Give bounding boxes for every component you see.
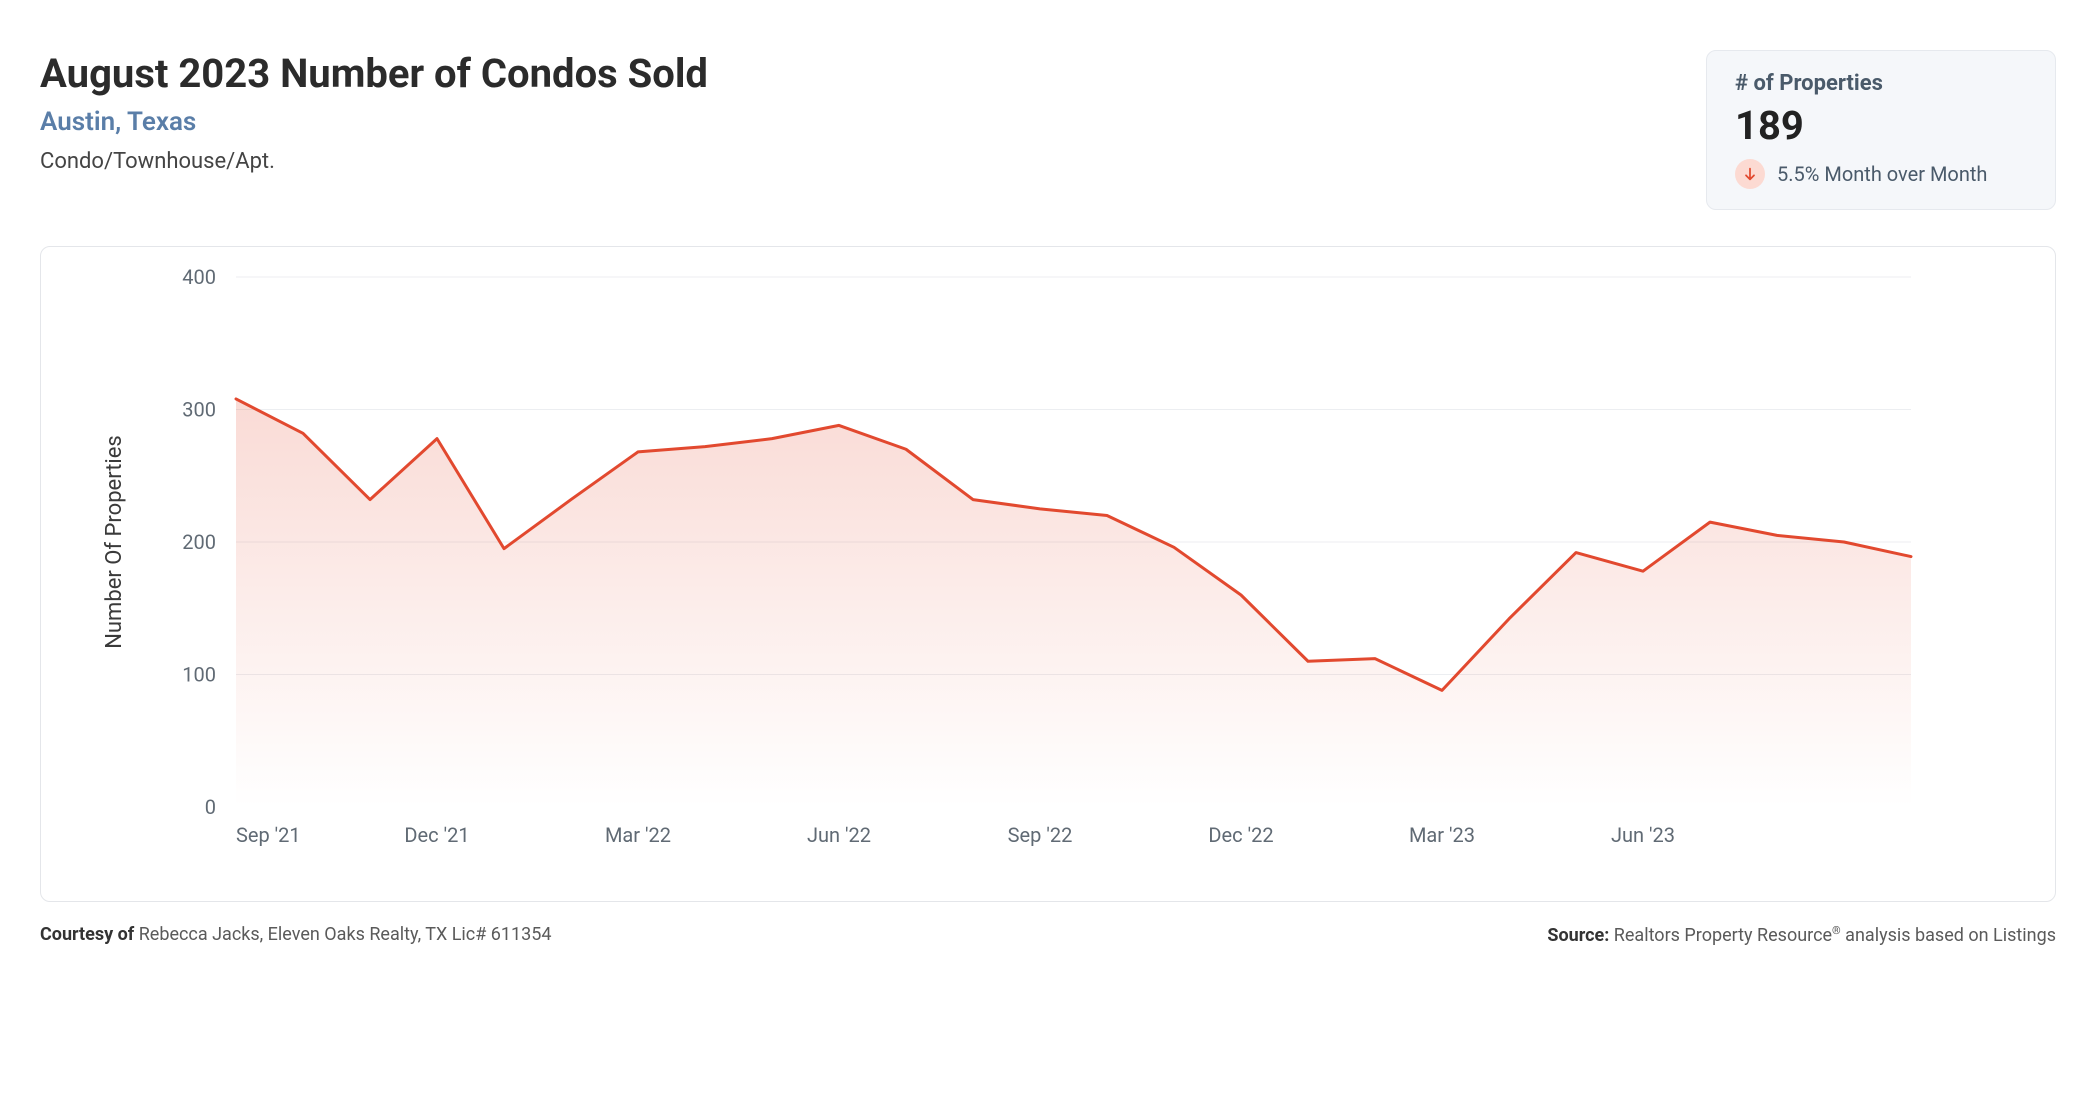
location-subtitle: Austin, Texas (40, 107, 708, 137)
registered-symbol: ® (1832, 924, 1841, 937)
stat-label: # of Properties (1735, 71, 2027, 96)
stat-card: # of Properties 189 5.5% Month over Mont… (1706, 50, 2056, 210)
svg-text:100: 100 (182, 663, 216, 687)
source-label: Source: (1547, 925, 1613, 946)
footer-row: Courtesy of Rebecca Jacks, Eleven Oaks R… (40, 924, 2056, 946)
y-axis-label: Number Of Properties (102, 435, 127, 649)
svg-text:Sep '21: Sep '21 (236, 823, 301, 847)
arrow-down-icon (1735, 159, 1765, 189)
svg-text:Jun '23: Jun '23 (1611, 823, 1675, 847)
source-value-a: Realtors Property Resource (1614, 925, 1832, 946)
svg-text:200: 200 (182, 530, 216, 554)
svg-text:Jun '22: Jun '22 (807, 823, 871, 847)
line-chart: 0 100 200 300 400 Sep '21 Dec '21 Mar '22 Jun '2… (61, 257, 1941, 877)
stat-delta-text: 5.5% Month over Month (1777, 162, 1987, 186)
page-title: August 2023 Number of Condos Sold (40, 50, 708, 97)
source-value-b: analysis based on Listings (1841, 925, 2056, 946)
svg-text:300: 300 (182, 398, 216, 422)
svg-text:Mar '22: Mar '22 (605, 823, 671, 847)
header-row: August 2023 Number of Condos Sold Austin… (40, 50, 2056, 210)
property-type-label: Condo/Townhouse/Apt. (40, 149, 708, 174)
svg-text:Dec '21: Dec '21 (404, 823, 469, 847)
svg-text:400: 400 (182, 265, 216, 289)
courtesy-value: Rebecca Jacks, Eleven Oaks Realty, TX Li… (139, 924, 552, 945)
courtesy-label: Courtesy of (40, 924, 139, 945)
svg-text:Dec '22: Dec '22 (1208, 823, 1273, 847)
chart-card: 0 100 200 300 400 Sep '21 Dec '21 Mar '22 Jun '2… (40, 246, 2056, 902)
svg-text:0: 0 (205, 795, 216, 819)
source-text: Source: Realtors Property Resource® anal… (1547, 924, 2056, 946)
svg-text:Mar '23: Mar '23 (1409, 823, 1475, 847)
stat-value: 189 (1735, 102, 2027, 149)
svg-text:Sep '22: Sep '22 (1008, 823, 1073, 847)
page-container: August 2023 Number of Condos Sold Austin… (0, 0, 2096, 966)
stat-delta: 5.5% Month over Month (1735, 159, 2027, 189)
title-block: August 2023 Number of Condos Sold Austin… (40, 50, 708, 174)
courtesy-text: Courtesy of Rebecca Jacks, Eleven Oaks R… (40, 924, 551, 946)
